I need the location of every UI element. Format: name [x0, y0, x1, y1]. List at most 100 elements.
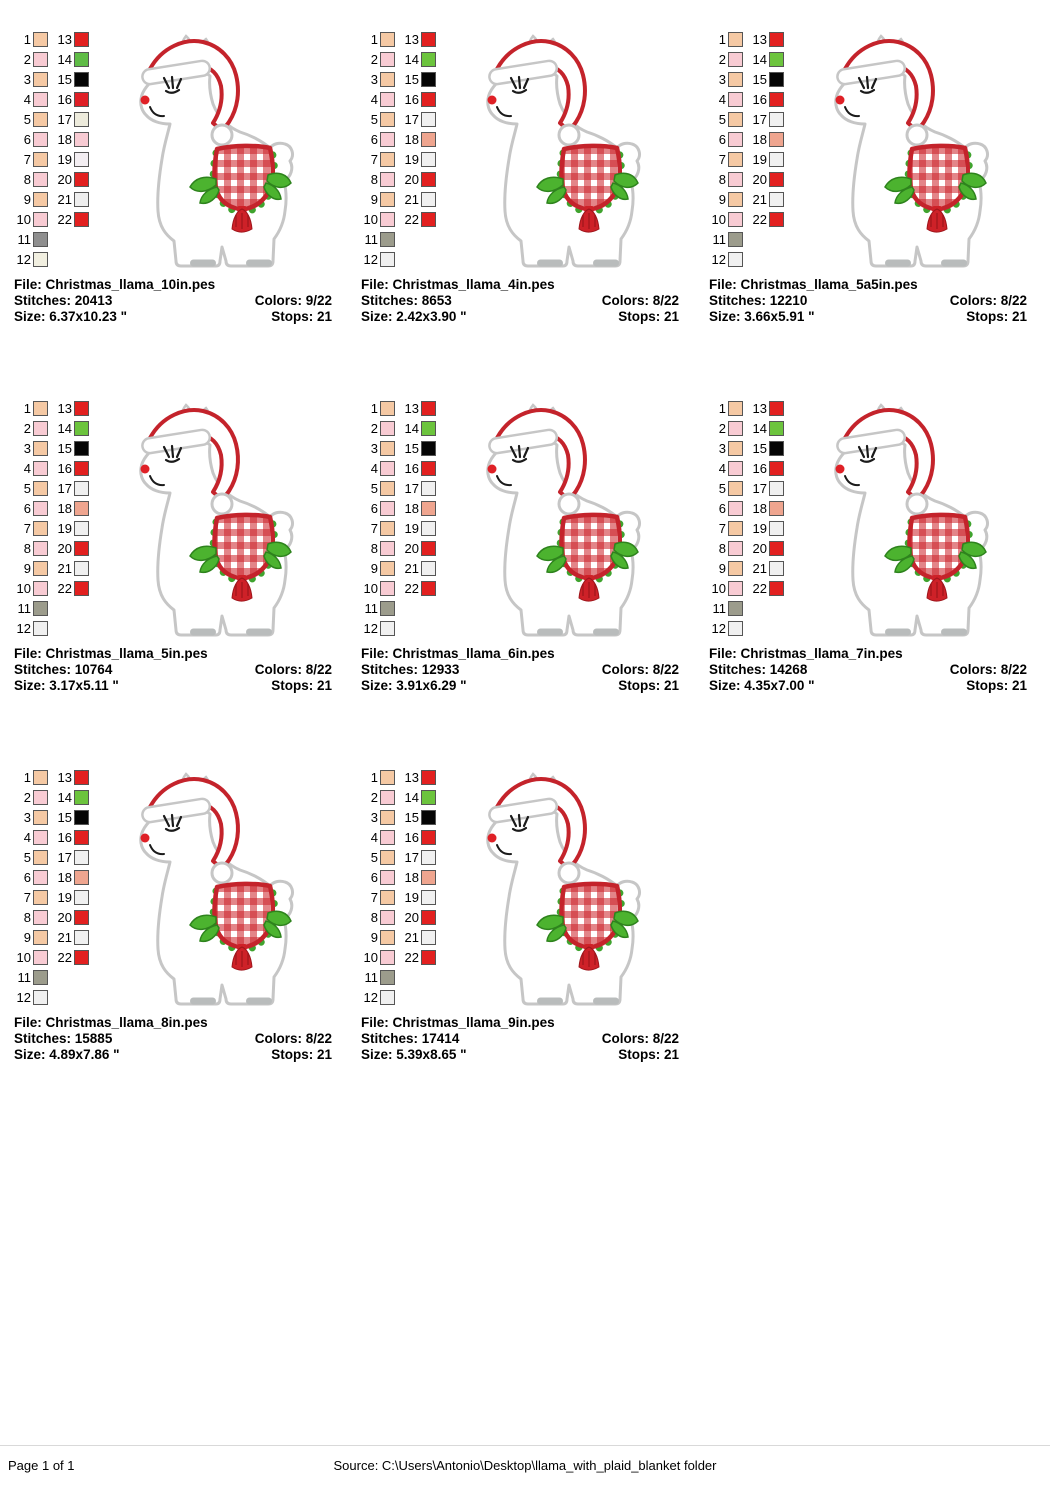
thread-number: 10: [363, 949, 378, 965]
stops-value: 21: [316, 1047, 332, 1062]
thread-number: 14: [57, 51, 72, 67]
file-label: File:: [14, 646, 42, 661]
tassel: [231, 206, 253, 233]
thread-number: 5: [370, 111, 378, 127]
thread-color-swatch: [380, 131, 395, 147]
closed-eye: [859, 88, 876, 94]
mouth: [844, 475, 860, 487]
thread-number: 9: [370, 191, 378, 207]
thread-number: 8: [718, 540, 726, 556]
palette-row: 7 19: [709, 518, 784, 538]
hooves: [885, 259, 967, 267]
thread-color-swatch: [769, 540, 784, 556]
thread-color-swatch: [421, 171, 436, 187]
design-info: File: Christmas_llama_7in.pes Stitches: …: [709, 646, 1027, 694]
palette-row: 1 13: [14, 398, 89, 418]
thread-number: 12: [363, 620, 378, 636]
thread-color-swatch: [33, 420, 48, 436]
thread-number: 12: [16, 251, 31, 267]
thread-number: 12: [711, 251, 726, 267]
thread-number: 18: [404, 500, 419, 516]
thread-color-swatch: [380, 51, 395, 67]
thread-color-swatch: [74, 949, 89, 965]
thread-color-swatch: [74, 131, 89, 147]
thread-color-swatch: [380, 91, 395, 107]
santa-hat: [141, 39, 240, 147]
thread-color-swatch: [33, 909, 48, 925]
palette-row: 3 15: [14, 807, 89, 827]
palette-row: 3 15: [709, 438, 784, 458]
thread-number: 14: [404, 789, 419, 805]
thread-number: 13: [752, 400, 767, 416]
thread-color-swatch: [33, 869, 48, 885]
thread-number: 8: [23, 171, 31, 187]
tassel: [578, 944, 600, 971]
thread-number: 5: [370, 849, 378, 865]
palette-row: 7 19: [361, 149, 436, 169]
thread-number: 4: [23, 460, 31, 476]
colors-line: Colors: 9/22: [255, 293, 332, 309]
palette-row: 2 14: [361, 49, 436, 69]
thread-color-swatch: [74, 31, 89, 47]
thread-number: 16: [404, 829, 419, 845]
size-line: Size: 2.42x3.90 ": [361, 309, 467, 325]
thread-color-swatch: [769, 171, 784, 187]
thread-color-swatch: [74, 809, 89, 825]
thread-number: 20: [57, 909, 72, 925]
colors-label: Colors:: [601, 662, 649, 677]
thread-number: 21: [752, 560, 767, 576]
thread-number: 22: [404, 949, 419, 965]
file-label: File:: [14, 277, 42, 292]
thread-number: 19: [404, 889, 419, 905]
palette-row: 10 22: [709, 209, 784, 229]
thread-color-swatch: [728, 480, 743, 496]
thread-number: 1: [370, 769, 378, 785]
thread-color-swatch: [728, 211, 743, 227]
thread-number: 17: [404, 111, 419, 127]
thread-color-swatch: [74, 480, 89, 496]
thread-number: 2: [370, 51, 378, 67]
thread-color-swatch: [380, 400, 395, 416]
thread-number: 10: [363, 211, 378, 227]
palette-row: 5 17: [709, 478, 784, 498]
colors-label: Colors:: [601, 293, 649, 308]
thread-number: 8: [718, 171, 726, 187]
thread-color-swatch: [74, 789, 89, 805]
palette-row: 12: [14, 987, 89, 1007]
thread-color-swatch: [33, 849, 48, 865]
thread-color-swatch: [728, 51, 743, 67]
palette-row: 4 16: [14, 827, 89, 847]
hooves: [537, 259, 619, 267]
thread-color-swatch: [74, 929, 89, 945]
plaid-blanket: [189, 881, 292, 971]
palette-row: 3 15: [361, 807, 436, 827]
nose: [487, 464, 497, 474]
thread-number: 13: [57, 31, 72, 47]
stitches-line: Stitches: 20413: [14, 293, 112, 309]
size-value: 4.89x7.86 ": [49, 1047, 120, 1062]
size-value: 3.91x6.29 ": [396, 678, 467, 693]
thread-number: 14: [404, 51, 419, 67]
hooves: [190, 259, 272, 267]
thread-color-swatch: [380, 171, 395, 187]
hat-pompom: [905, 123, 929, 147]
palette-row: 11: [361, 598, 436, 618]
thread-color-swatch: [728, 580, 743, 596]
colors-line: Colors: 8/22: [602, 293, 679, 309]
thread-number: 1: [718, 400, 726, 416]
thread-color-swatch: [421, 869, 436, 885]
stitches-label: Stitches:: [361, 293, 419, 308]
thread-number: 21: [57, 191, 72, 207]
size-label: Size:: [361, 309, 393, 324]
tassel: [231, 944, 253, 971]
thread-number: 22: [57, 580, 72, 596]
thread-number: 4: [23, 91, 31, 107]
colors-line: Colors: 8/22: [950, 662, 1027, 678]
tassel: [926, 206, 948, 233]
llama-design-image: [477, 27, 677, 277]
thread-number: 17: [57, 480, 72, 496]
thread-number: 21: [404, 560, 419, 576]
file-value: Christmas_llama_7in.pes: [740, 646, 903, 661]
thread-number: 16: [404, 460, 419, 476]
stitches-value: 10764: [74, 662, 113, 677]
